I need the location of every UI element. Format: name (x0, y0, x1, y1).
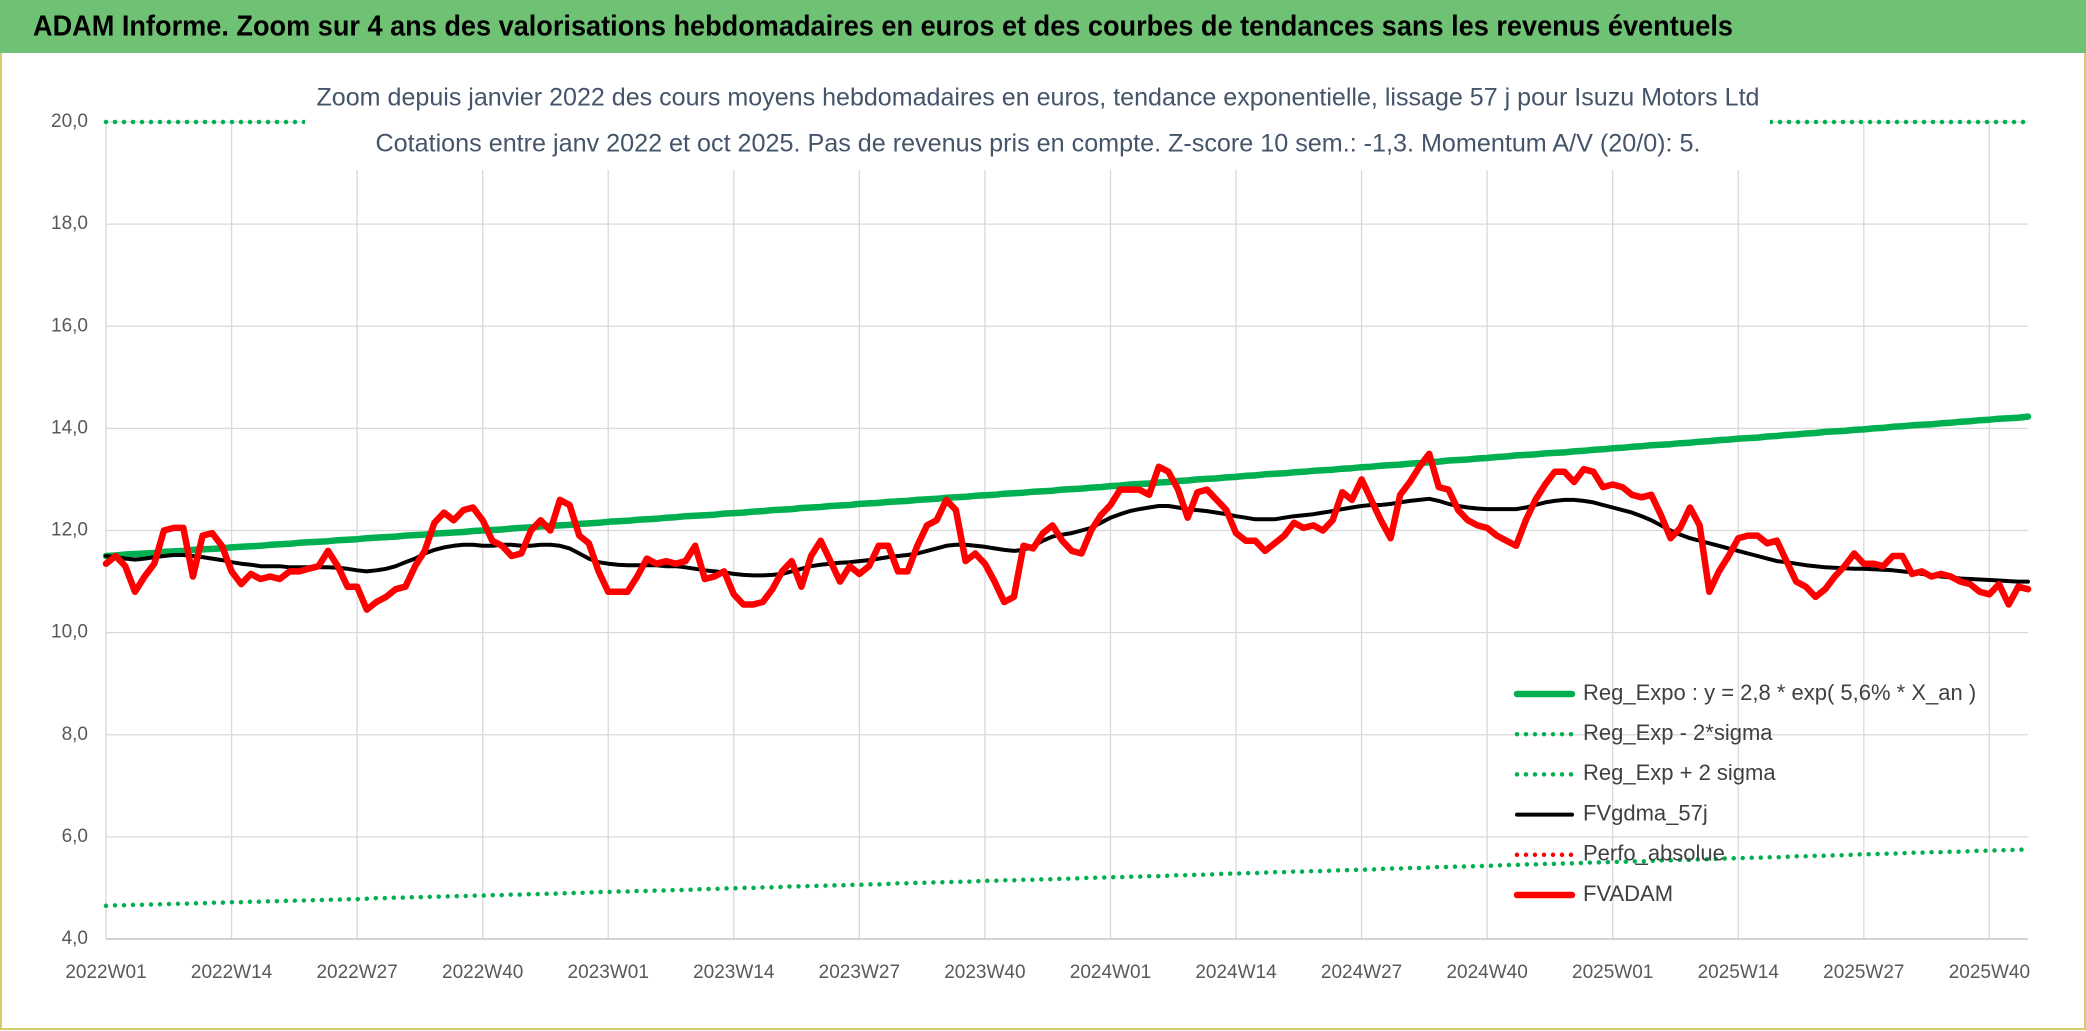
x-tick-label: 2024W14 (1195, 962, 1277, 983)
x-tick-label: 2023W27 (819, 962, 900, 983)
y-tick-label: 16,0 (51, 315, 88, 336)
x-tick-label: 2025W14 (1698, 962, 1780, 983)
x-tick-label: 2025W27 (1823, 962, 1904, 983)
x-tick-label: 2023W14 (693, 962, 775, 983)
x-tick-label: 2024W40 (1446, 962, 1527, 983)
subtitle: Zoom depuis janvier 2022 des cours moyen… (305, 78, 1770, 170)
legend-label: FVADAM (1583, 881, 1673, 906)
legend-label: Reg_Exp + 2 sigma (1583, 760, 1776, 785)
legend-label: Perfo_absolue (1583, 841, 1725, 866)
y-tick-label: 14,0 (51, 417, 88, 438)
y-tick-label: 10,0 (51, 622, 88, 643)
x-tick-label: 2024W01 (1070, 962, 1151, 983)
legend: Reg_Expo : y = 2,8 * exp( 5,6% * X_an ) R… (1513, 680, 1976, 906)
x-tick-label: 2025W40 (1949, 962, 2030, 983)
subtitle-background (305, 78, 1770, 170)
x-tick-label: 2023W40 (944, 962, 1025, 983)
y-tick-label: 6,0 (62, 826, 88, 847)
series-line (103, 847, 2031, 909)
legend-label: Reg_Exp - 2*sigma (1583, 720, 1773, 745)
legend-label: FVgdma_57j (1583, 800, 1708, 825)
series-line (102, 413, 2032, 560)
y-tick-label: 4,0 (62, 928, 88, 949)
x-tick-label: 2023W01 (568, 962, 649, 983)
chart-title: ADAM Informe. Zoom sur 4 ans des valoris… (33, 11, 1733, 43)
series-line (102, 450, 2032, 613)
x-tick-label: 2024W27 (1321, 962, 1402, 983)
y-tick-label: 8,0 (62, 724, 88, 745)
y-tick-label: 18,0 (51, 213, 88, 234)
subtitle-line: Cotations entre janv 2022 et oct 2025. P… (376, 130, 1701, 158)
legend-label: Reg_Expo : y = 2,8 * exp( 5,6% * X_an ) (1583, 680, 1976, 705)
header-bar (0, 0, 2086, 53)
x-tick-label: 2022W01 (65, 962, 146, 983)
x-tick-label: 2025W01 (1572, 962, 1653, 983)
y-tick-label: 12,0 (51, 520, 88, 541)
x-tick-label: 2022W27 (316, 962, 397, 983)
x-tick-label: 2022W14 (191, 962, 273, 983)
y-tick-label: 20,0 (51, 111, 88, 132)
subtitle-line: Zoom depuis janvier 2022 des cours moyen… (317, 84, 1760, 112)
x-tick-label: 2022W40 (442, 962, 523, 983)
